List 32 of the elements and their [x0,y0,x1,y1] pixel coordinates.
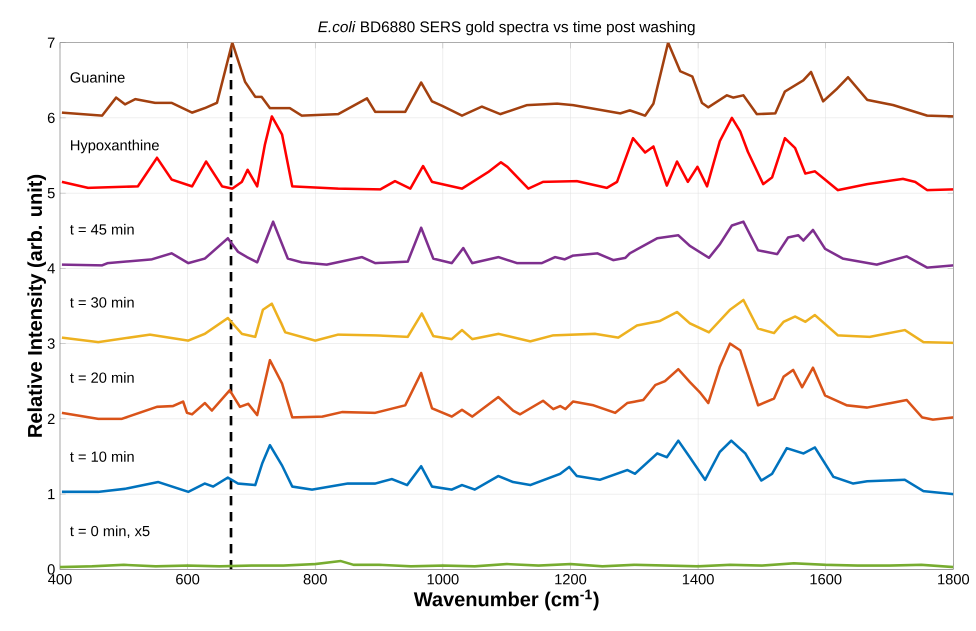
x-tick-label: 1000 [428,574,459,585]
x-tick-label: 1400 [682,574,714,585]
y-tick-label: 7 [48,38,55,48]
x-tick-label: 800 [304,574,327,585]
x-tick-label: 1200 [555,574,586,585]
series-label: t = 0 min, x5 [70,526,150,538]
y-tick-label: 3 [48,338,55,349]
series-label: Hypoxanthine [71,140,159,154]
line-series [60,220,954,270]
line-series [60,298,954,344]
chart-title: E.coli BD6880 SERS gold spectra vs time post washing [318,21,695,36]
x-tick-label: 1800 [938,574,970,585]
y-tick-label: 0 [48,564,55,575]
x-tick-label: 1600 [810,574,842,585]
x-axis-title: Wavenumber (cm$^{-1}$) [414,590,599,610]
series-label: t = 10 min [70,451,134,462]
y-tick-label: 1 [48,489,55,500]
line-series [60,440,954,496]
x-tick-label: 600 [176,574,200,585]
x-tick-label: 400 [48,574,72,585]
line-series [60,115,954,192]
y-tick-label: 5 [48,188,55,198]
line-series [60,42,954,118]
y-tick-label: 6 [48,112,55,124]
text: t = 20 min [70,372,134,384]
line-series [60,342,954,422]
y-axis-title: Relative Intensity (arb. unit) [27,175,46,437]
series-label: Guanine [70,72,125,83]
series-label: t = 30 min [70,297,134,308]
y-tick-label: 4 [47,264,55,274]
y-tick-label: 2 [48,414,55,424]
series-label: t = 45 min [70,224,134,235]
